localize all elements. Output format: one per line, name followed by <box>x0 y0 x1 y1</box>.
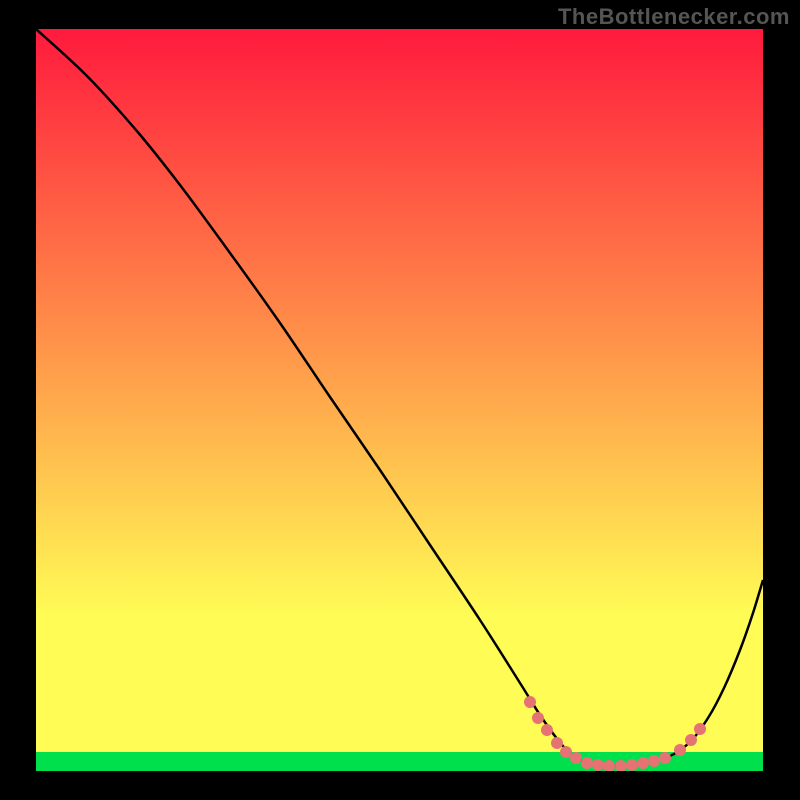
gradient-region <box>36 29 763 691</box>
trough-dot <box>532 712 544 724</box>
trough-dot <box>637 757 649 769</box>
trough-dot <box>694 723 706 735</box>
attribution-text: TheBottlenecker.com <box>558 4 790 30</box>
trough-dot <box>551 737 563 749</box>
trough-dot <box>581 757 593 769</box>
trough-dot <box>626 759 638 771</box>
trough-dot <box>524 696 536 708</box>
trough-dot <box>674 744 686 756</box>
plot-area <box>36 29 763 772</box>
trough-dot <box>603 760 615 772</box>
bottleneck-chart <box>0 0 800 800</box>
trough-dot <box>685 734 697 746</box>
yellow-band <box>36 691 763 752</box>
trough-dot <box>615 760 627 772</box>
trough-dot <box>592 759 604 771</box>
trough-dot <box>648 755 660 767</box>
trough-dot <box>659 752 671 764</box>
chart-container: { "attribution": "TheBottlenecker.com", … <box>0 0 800 800</box>
trough-dot <box>570 752 582 764</box>
trough-dot <box>541 724 553 736</box>
trough-dot <box>560 746 572 758</box>
